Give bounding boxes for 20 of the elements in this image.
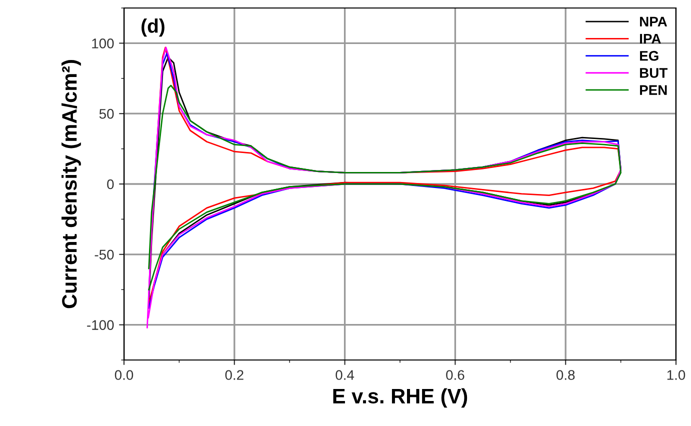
legend-label: IPA <box>640 34 661 44</box>
line-series <box>148 84 622 290</box>
y-tick-label: 50 <box>99 108 114 119</box>
y-axis-title: Current density (mA/cm²) <box>62 60 81 308</box>
legend-label: PEN <box>640 85 667 95</box>
x-tick-label: 1.0 <box>667 370 686 380</box>
annotation: (d) <box>142 18 164 37</box>
legend-label: EG <box>640 50 658 61</box>
x-tick-label: 0.0 <box>114 370 134 380</box>
x-axis-title: E v.s. RHE (V) <box>333 388 468 408</box>
legend-label: NPA <box>640 16 668 26</box>
x-tick-label: 0.4 <box>336 370 354 380</box>
y-tick-label: -50 <box>94 250 114 260</box>
x-tick-label: 0.2 <box>225 370 244 380</box>
y-tick-label: 0 <box>107 179 114 190</box>
y-tick-label: -100 <box>87 320 114 330</box>
legend-label: BUT <box>640 68 668 78</box>
y-tick-label: 100 <box>92 38 114 48</box>
x-tick-label: 0.8 <box>556 370 575 380</box>
x-tick-label: 0.6 <box>446 370 464 380</box>
